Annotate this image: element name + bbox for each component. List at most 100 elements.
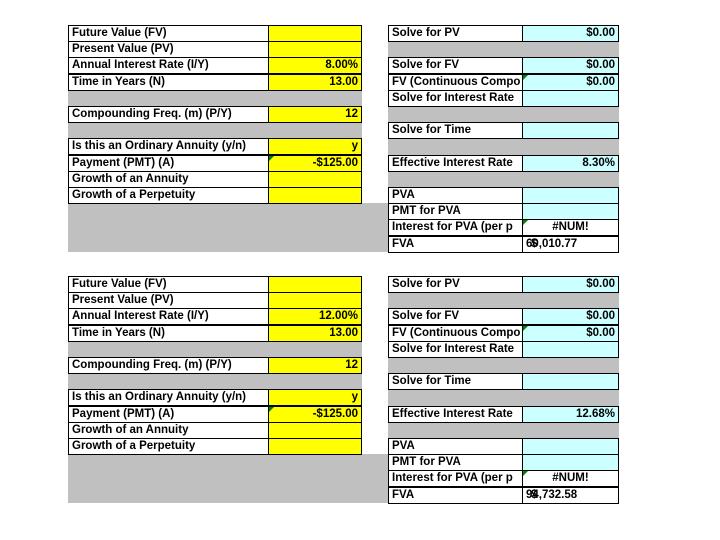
row-label: Present Value (PV) [68, 292, 269, 310]
output-cell: 12.68% [522, 405, 619, 423]
cell-value: 12.68% [575, 407, 615, 420]
row-label: Solve for PV [388, 25, 523, 42]
row-label: Compounding Freq. (m) (P/Y) [68, 106, 269, 123]
output-cell [522, 438, 619, 455]
row-label: PVA [388, 187, 523, 204]
cell-value: $0.00 [586, 27, 615, 39]
row-label: Solve for PV [388, 276, 523, 293]
currency-symbol: $ [531, 488, 538, 501]
output-cell [522, 454, 619, 472]
row-label: Is this an Ordinary Annuity (y/n) [68, 389, 269, 407]
output-cell: 8.30% [522, 154, 619, 172]
gray-gap [388, 389, 619, 406]
gray-gap [388, 357, 619, 374]
cell-value: $0.00 [586, 326, 615, 339]
gray-gap [388, 292, 619, 309]
output-cell: $0.00 [522, 25, 619, 42]
row-label: PMT for PVA [388, 203, 523, 221]
comment-marker [269, 155, 274, 161]
input-cell: 13.00 [268, 73, 362, 91]
input-cell [268, 421, 362, 439]
row-label: Growth of a Perpetuity [68, 187, 269, 204]
input-cell [268, 170, 362, 188]
gray-gap [388, 138, 619, 155]
row-label: PVA [388, 438, 523, 455]
row-label: Growth of an Annuity [68, 170, 269, 188]
gray-gap [388, 106, 619, 123]
gray-gap [68, 340, 362, 357]
input-cell [268, 276, 362, 293]
input-cell: 8.00% [268, 57, 362, 75]
output-cell [522, 340, 619, 358]
row-label: Future Value (FV) [68, 25, 269, 42]
cell-value: 60,010.77 [526, 237, 578, 250]
output-cell: $0.00 [522, 276, 619, 293]
comment-marker [523, 471, 528, 477]
row-label: FVA [388, 235, 523, 253]
input-cell: y [268, 389, 362, 407]
gray-gap [388, 41, 619, 58]
gray-gap [68, 122, 362, 139]
cell-value: #NUM! [552, 472, 589, 485]
gray-gap [68, 373, 362, 390]
comment-marker [269, 406, 274, 412]
row-label: Annual Interest Rate (I/Y) [68, 57, 269, 75]
gray-gap [68, 89, 362, 106]
row-label: Present Value (PV) [68, 41, 269, 59]
row-label: Effective Interest Rate [388, 154, 523, 172]
row-label: Payment (PMT) (A) [68, 405, 269, 423]
row-label: FV (Continuous Compo [388, 73, 523, 91]
output-cell [522, 203, 619, 221]
row-label: Solve for Interest Rate [388, 89, 523, 107]
comment-marker [523, 220, 528, 226]
row-label: Solve for Time [388, 122, 523, 140]
output-cell [522, 373, 619, 391]
input-cell [268, 438, 362, 455]
output-cell [522, 187, 619, 204]
row-label: Growth of a Perpetuity [68, 438, 269, 455]
gray-area [68, 454, 388, 503]
row-label: Payment (PMT) (A) [68, 154, 269, 172]
row-label: Time in Years (N) [68, 324, 269, 342]
row-label: FV (Continuous Compo [388, 324, 523, 342]
cell-value: 8.30% [582, 156, 615, 169]
output-cell: #NUM! [522, 470, 619, 488]
output-cell: 94,732.58 $ [522, 486, 619, 504]
row-label: Annual Interest Rate (I/Y) [68, 308, 269, 326]
row-label: Time in Years (N) [68, 73, 269, 91]
output-cell: $0.00 [522, 324, 619, 342]
input-cell [268, 41, 362, 59]
input-cell: 12 [268, 357, 362, 374]
input-cell: -$125.00 [268, 405, 362, 423]
gray-gap [388, 170, 619, 187]
currency-symbol: $ [531, 237, 538, 250]
row-label: Compounding Freq. (m) (P/Y) [68, 357, 269, 374]
row-label: Future Value (FV) [68, 276, 269, 293]
row-label: Solve for Time [388, 373, 523, 391]
output-cell: #NUM! [522, 219, 619, 237]
input-cell [268, 25, 362, 42]
cell-value: $0.00 [586, 59, 615, 72]
input-cell [268, 292, 362, 310]
cell-value: $0.00 [586, 278, 615, 290]
input-cell: 12 [268, 106, 362, 123]
input-cell: -$125.00 [268, 154, 362, 172]
gray-area [68, 203, 388, 252]
comment-marker [523, 74, 528, 80]
row-label: FVA [388, 486, 523, 504]
cell-value: $0.00 [586, 75, 615, 88]
cell-value: 94,732.58 [526, 488, 578, 501]
output-cell [522, 122, 619, 140]
row-label: Effective Interest Rate [388, 405, 523, 423]
row-label: Solve for Interest Rate [388, 340, 523, 358]
cell-value: $0.00 [586, 310, 615, 323]
row-label: Interest for PVA (per p [388, 219, 523, 237]
input-cell: y [268, 138, 362, 156]
row-label: Growth of an Annuity [68, 421, 269, 439]
output-cell [522, 89, 619, 107]
input-cell: 12.00% [268, 308, 362, 326]
output-cell: $0.00 [522, 73, 619, 91]
row-label: PMT for PVA [388, 454, 523, 472]
comment-marker [523, 325, 528, 331]
